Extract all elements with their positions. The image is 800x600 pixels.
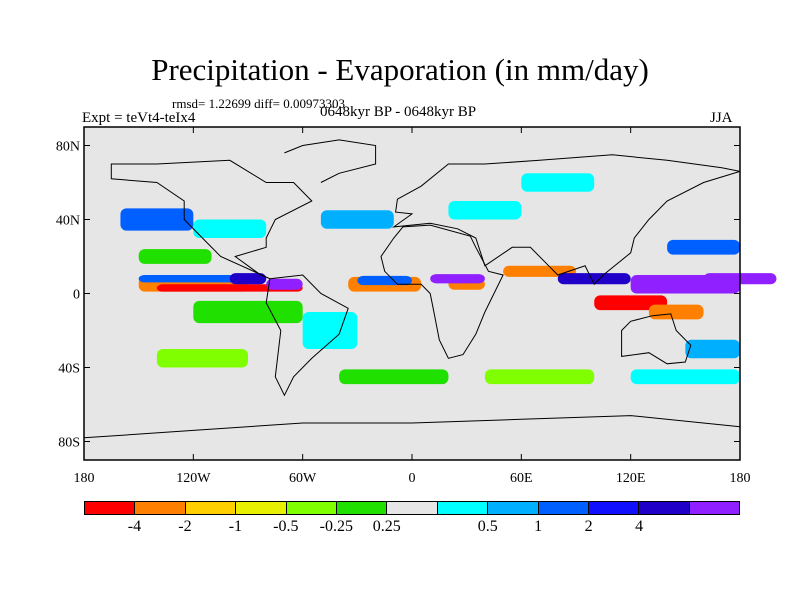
colorbar-segment bbox=[185, 502, 237, 514]
colorbar-segment bbox=[538, 502, 589, 514]
field-patch bbox=[648, 304, 704, 320]
field-patch bbox=[138, 275, 248, 283]
lat-label: 40N bbox=[56, 214, 80, 229]
map-background bbox=[84, 127, 740, 460]
continent-outline bbox=[265, 274, 349, 397]
field-patch bbox=[156, 284, 303, 292]
colorbar-label: -0.25 bbox=[319, 518, 353, 535]
lon-label: 60E bbox=[510, 471, 533, 486]
colorbar-segment bbox=[286, 502, 337, 514]
lon-label: 120W bbox=[176, 471, 211, 486]
field-patch bbox=[557, 273, 631, 285]
field-patch bbox=[193, 219, 267, 238]
period-label: 0648kyr BP - 0648kyr BP bbox=[320, 104, 477, 120]
field-patch bbox=[685, 339, 740, 359]
lat-label: 40S bbox=[58, 362, 80, 377]
field-patch bbox=[339, 369, 449, 385]
field-patch bbox=[594, 295, 668, 311]
colorbar-label: 1 bbox=[534, 518, 543, 535]
field-patch bbox=[229, 273, 267, 285]
lon-label: 180 bbox=[74, 471, 95, 486]
colorbar bbox=[84, 501, 740, 515]
field-patch bbox=[320, 210, 394, 229]
field-patch bbox=[503, 265, 576, 277]
field-patch bbox=[138, 249, 212, 264]
colorbar-label: -1 bbox=[228, 518, 243, 535]
colorbar-segment bbox=[135, 502, 186, 514]
lon-label: 120E bbox=[616, 471, 646, 486]
field-patch bbox=[302, 312, 358, 349]
colorbar-label: 0.5 bbox=[477, 518, 498, 535]
field-patch bbox=[120, 208, 194, 231]
colorbar-label: 2 bbox=[584, 518, 593, 535]
colorbar-segment bbox=[236, 502, 287, 514]
field-patch bbox=[667, 239, 740, 255]
colorbar-segment bbox=[437, 502, 489, 514]
field-patch bbox=[156, 349, 248, 368]
lon-label: 0 bbox=[409, 471, 416, 486]
experiment-label: Expt = teVt4-teIx4 bbox=[82, 110, 196, 126]
season-label: JJA bbox=[710, 110, 733, 126]
field-patch bbox=[484, 369, 595, 385]
lat-label: 0 bbox=[73, 288, 80, 303]
field-patch bbox=[521, 173, 595, 192]
lat-label: 80S bbox=[58, 436, 80, 451]
colorbar-segment bbox=[588, 502, 640, 514]
colorbar-label: -0.5 bbox=[273, 518, 299, 535]
colorbar-segment bbox=[689, 502, 740, 514]
field-patch bbox=[448, 201, 522, 220]
continent-outline bbox=[621, 313, 692, 365]
field-patch bbox=[357, 275, 412, 286]
continent-outline bbox=[380, 224, 504, 359]
field-patch bbox=[193, 300, 303, 324]
colorbar-segment bbox=[85, 502, 136, 514]
colorbar-label: -4 bbox=[127, 518, 142, 535]
lon-label: 60W bbox=[289, 471, 317, 486]
continent-outline bbox=[83, 415, 741, 439]
lon-label: 180 bbox=[730, 471, 751, 486]
continent-outline bbox=[110, 159, 313, 280]
continent-outline bbox=[284, 139, 377, 183]
colorbar-segment bbox=[639, 502, 690, 514]
colorbar-segment bbox=[336, 502, 388, 514]
colorbar-label: -2 bbox=[178, 518, 192, 535]
colorbar-segment bbox=[387, 502, 438, 514]
stats-text: rmsd= 1.22699 diff= 0.00973303 bbox=[172, 96, 345, 111]
colorbar-label: 4 bbox=[635, 518, 644, 535]
lat-label: 80N bbox=[56, 140, 80, 155]
field-patch bbox=[630, 369, 740, 385]
field-patch bbox=[266, 278, 303, 290]
colorbar-label: 0.25 bbox=[372, 518, 401, 535]
continent-outline bbox=[391, 154, 741, 286]
field-patch bbox=[430, 274, 485, 284]
map-title: Precipitation - Evaporation (in mm/day) bbox=[151, 52, 649, 87]
colorbar-segment bbox=[488, 502, 539, 514]
